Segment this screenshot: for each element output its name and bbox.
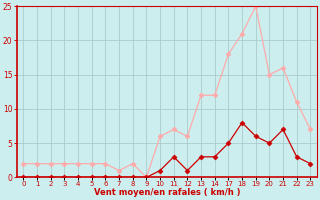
X-axis label: Vent moyen/en rafales ( km/h ): Vent moyen/en rafales ( km/h )	[94, 188, 240, 197]
